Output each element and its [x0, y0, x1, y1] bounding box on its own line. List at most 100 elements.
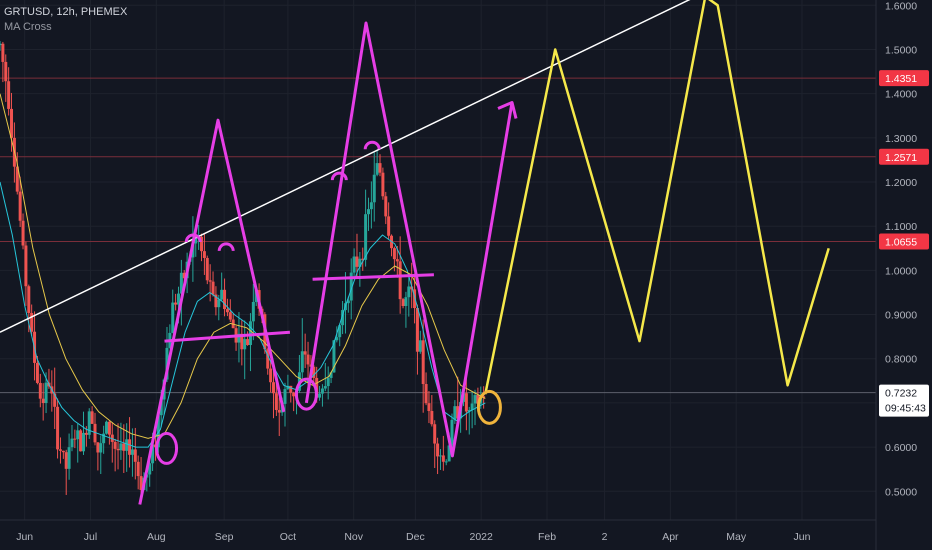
- pink-pattern-line[interactable]: [312, 273, 434, 281]
- y-tick-label: 1.2000: [885, 177, 917, 189]
- candle-body: [208, 280, 212, 282]
- candle-body: [24, 245, 28, 287]
- yellow-projection-line[interactable]: [484, 0, 830, 395]
- x-tick-label: 2: [602, 531, 608, 543]
- ma-slow-line: [0, 93, 486, 439]
- candle-body: [441, 455, 445, 462]
- candle-body: [395, 259, 399, 262]
- candle-body: [341, 310, 345, 326]
- candle-body: [179, 272, 183, 294]
- x-tick-label: Jun: [16, 531, 33, 543]
- candle-body: [381, 172, 385, 197]
- candle-body: [332, 340, 336, 373]
- candle-body: [401, 299, 405, 307]
- trendline[interactable]: [0, 0, 705, 333]
- pink-arc[interactable]: [217, 242, 235, 252]
- candle-body: [467, 410, 471, 412]
- candle-body: [346, 300, 350, 304]
- candle-body: [318, 393, 322, 398]
- candle-body: [176, 293, 180, 305]
- candle-body: [266, 349, 270, 369]
- candle-body: [58, 449, 62, 451]
- candle-body: [18, 191, 22, 221]
- candle-body: [438, 455, 442, 457]
- y-tick-label: 1.3000: [885, 133, 917, 145]
- candle-body: [246, 339, 250, 346]
- candle-body: [223, 289, 227, 310]
- pink-circle[interactable]: [155, 431, 179, 465]
- pink-pattern-line[interactable]: [164, 330, 291, 343]
- candle-body: [10, 108, 14, 138]
- pink-arc[interactable]: [330, 171, 348, 181]
- x-tick-label: Sep: [215, 531, 234, 543]
- candle-body: [450, 419, 454, 446]
- countdown-label: 09:45:43: [885, 403, 926, 415]
- candle-body: [148, 463, 152, 475]
- candle-body: [303, 351, 307, 355]
- candle-body: [133, 449, 137, 462]
- candle-body: [338, 325, 342, 338]
- last-price-label: 0.7232: [885, 388, 917, 400]
- candle-body: [248, 321, 252, 346]
- candle-body: [415, 308, 419, 352]
- candle-body: [335, 337, 339, 341]
- candle-body: [21, 220, 25, 246]
- ma-fast-line: [0, 181, 486, 448]
- candle-body: [64, 452, 68, 469]
- candle-body: [424, 384, 428, 404]
- drawings[interactable]: [0, 0, 830, 505]
- candle-body: [436, 443, 440, 457]
- pink-pattern-line[interactable]: [138, 118, 286, 505]
- candle-body: [84, 432, 88, 435]
- x-tick-label: Nov: [344, 531, 363, 543]
- candle-body: [427, 403, 431, 412]
- candle-body: [352, 256, 356, 273]
- x-tick-label: Aug: [147, 531, 166, 543]
- y-tick-label: 0.5000: [885, 486, 917, 498]
- candle-body: [456, 406, 460, 419]
- candle-body: [139, 476, 143, 490]
- candle-body: [90, 411, 94, 424]
- candle-body: [237, 333, 241, 343]
- candle-body: [87, 411, 91, 435]
- candle-body: [44, 382, 48, 404]
- candle-body: [358, 258, 362, 267]
- x-tick-label: Feb: [538, 531, 556, 543]
- candle-body: [286, 385, 290, 390]
- candle-body: [482, 396, 486, 398]
- candle-body: [93, 423, 97, 443]
- level-badge-label: 1.0655: [885, 236, 917, 248]
- level-badge-label: 1.2571: [885, 152, 917, 164]
- candle-body: [4, 61, 8, 82]
- candle-body: [79, 430, 83, 452]
- candle-body: [217, 299, 221, 308]
- candle-body: [35, 362, 39, 383]
- candle-body: [444, 461, 448, 463]
- candle-body: [225, 309, 229, 313]
- candle-body: [323, 386, 327, 389]
- candle-body: [202, 251, 206, 258]
- pink-arc[interactable]: [184, 233, 202, 243]
- y-tick-label: 1.4000: [885, 89, 917, 101]
- candle-body: [38, 382, 42, 399]
- pink-arc[interactable]: [363, 140, 381, 150]
- candle-body: [107, 421, 111, 435]
- candle-body: [300, 351, 304, 373]
- pink-pattern-line[interactable]: [304, 21, 514, 458]
- candle-body: [277, 409, 281, 413]
- y-tick-label: 0.9000: [885, 310, 917, 322]
- x-tick-label: Oct: [280, 531, 296, 543]
- level-badge: [879, 233, 929, 250]
- candle-body: [375, 163, 379, 175]
- candle-body: [76, 430, 80, 440]
- yellow-circle[interactable]: [476, 389, 502, 425]
- pink-circle[interactable]: [294, 377, 318, 411]
- candle-body: [326, 377, 330, 387]
- candle-body: [102, 433, 106, 444]
- pink-arrow-head[interactable]: [497, 100, 518, 119]
- y-tick-label: 1.6000: [885, 0, 917, 12]
- candle-body: [384, 196, 388, 217]
